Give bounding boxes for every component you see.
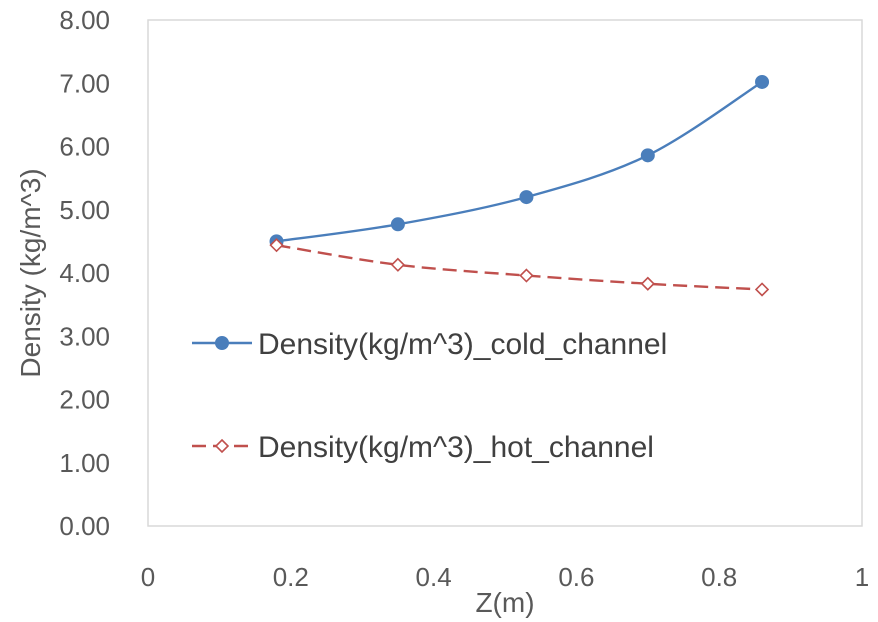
legend-label: Density(kg/m^3)_hot_channel: [258, 431, 654, 464]
data-point: [640, 148, 655, 163]
legend-label: Density(kg/m^3)_cold_channel: [258, 328, 667, 361]
legend-item: Density(kg/m^3)_hot_channel: [192, 431, 654, 464]
legend-marker: [214, 438, 230, 454]
data-point: [390, 257, 406, 272]
y-tick-label: 8.00: [59, 5, 110, 35]
y-tick-label: 5.00: [59, 195, 110, 225]
y-tick-label: 0.00: [59, 511, 110, 541]
y-tick-label: 1.00: [59, 448, 110, 478]
x-axis-ticks: 0 0.2 0.4 0.6 0.8 1: [141, 562, 869, 592]
data-point: [640, 276, 655, 291]
x-tick-label: 1: [855, 562, 869, 592]
y-tick-label: 7.00: [59, 68, 110, 98]
x-tick-label: 0.6: [558, 562, 594, 592]
y-axis-title: Density (kg/m^3): [15, 168, 46, 377]
y-tick-label: 2.00: [59, 385, 110, 415]
data-point: [519, 190, 534, 205]
legend-marker: [215, 336, 229, 350]
data-point: [269, 238, 284, 253]
x-axis-title: Z(m): [475, 587, 534, 618]
data-point: [754, 282, 770, 297]
data-point: [519, 268, 534, 283]
series-layer: [269, 74, 770, 297]
x-tick-label: 0: [141, 562, 155, 592]
x-tick-label: 0.8: [701, 562, 737, 592]
y-tick-label: 4.00: [59, 258, 110, 288]
x-tick-label: 0.4: [416, 562, 452, 592]
series-line: [276, 243, 763, 291]
y-tick-label: 3.00: [59, 321, 110, 351]
data-point: [390, 217, 405, 232]
y-tick-label: 6.00: [59, 132, 110, 162]
legend: Density(kg/m^3)_cold_channel Density(kg/m…: [192, 328, 667, 464]
x-tick-label: 0.2: [273, 562, 309, 592]
plot-area: [147, 19, 863, 527]
legend-item: Density(kg/m^3)_cold_channel: [192, 328, 667, 361]
y-axis-ticks: 0.00 1.00 2.00 3.00 4.00 5.00 6.00 7.00 8.00: [59, 5, 110, 541]
data-point: [755, 74, 770, 89]
series-hot-channel: [269, 238, 770, 297]
